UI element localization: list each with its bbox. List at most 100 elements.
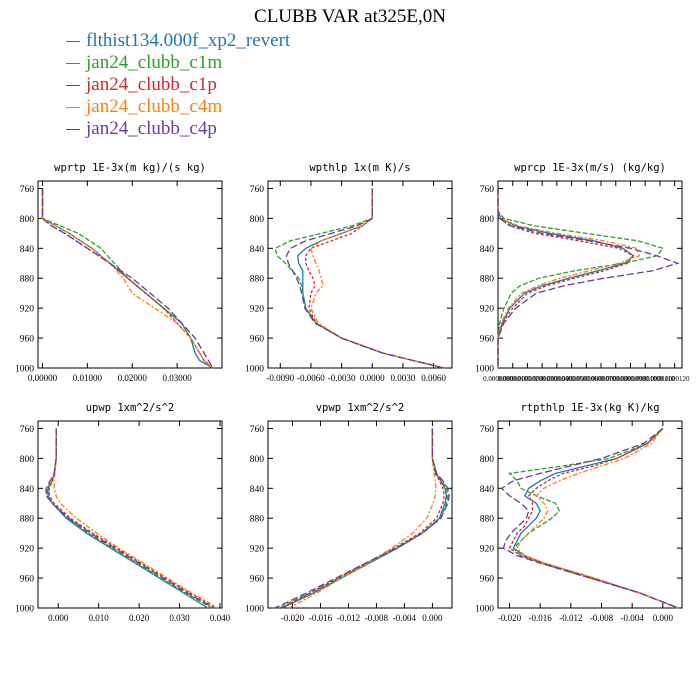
panel-5-xtick-label-3: -0.008 (590, 613, 614, 623)
panel-4-ytick-label-0: 760 (250, 425, 265, 435)
panel-1-ytick-label-1: 800 (250, 215, 265, 225)
panel-0-xtick-label-0: 0.00000 (28, 373, 58, 383)
panel-3-xtick-label-0: 0.000 (48, 613, 69, 623)
legend-label-1: jan24_clubb_c1m (86, 52, 223, 73)
panel-3-ytick-label-5: 960 (20, 575, 35, 585)
legend-entry-0: flthist134.000f_xp2_revert (66, 30, 290, 52)
panel-3-series-3 (53, 428, 219, 609)
panel-4-ytick-label-5: 960 (250, 575, 265, 585)
panel-2-xtick-label-8: 0.0000080 (601, 375, 631, 383)
panel-3-ytick-label-6: 1000 (15, 605, 34, 615)
panel-4-xtick-label-3: -0.008 (365, 613, 389, 623)
legend-label-3: jan24_clubb_c4m (86, 96, 223, 117)
panel-5-xtick-label-4: -0.004 (621, 613, 645, 623)
legend-swatch-0 (66, 40, 80, 42)
panel-3-title: upwp 1xm^2/s^2 (86, 402, 175, 414)
panel-5-series-4 (500, 427, 679, 609)
panel-2-ytick-label-6: 1000 (475, 365, 494, 375)
panel-1-series-1 (274, 188, 444, 369)
panel-2-ytick-label-5: 960 (480, 335, 495, 345)
panel-0-xtick-label-3: 0.03000 (162, 373, 192, 383)
panel-4-ytick-label-3: 880 (250, 515, 265, 525)
legend-entry-2: jan24_clubb_c1p (66, 74, 290, 96)
panel-1-title: wpthlp 1x(m K)/s (309, 162, 410, 174)
legend-entry-3: jan24_clubb_c4m (66, 96, 290, 118)
panel-5-ytick-label-3: 880 (480, 515, 495, 525)
panel-5-ytick-label-0: 760 (480, 425, 495, 435)
panel-2-xtick-label-2: 0.0000020 (513, 375, 543, 383)
panel-2-xtick-label-6: 0.0000060 (571, 375, 601, 383)
panel-0-ytick-label-1: 800 (20, 215, 35, 225)
panel-1-xtick-label-5: 0.0060 (421, 373, 446, 383)
panel-5-ytick-label-2: 840 (480, 485, 495, 495)
panel-1-series-3 (310, 188, 444, 369)
panel-4-series-1 (278, 428, 449, 609)
panel-1-series-2 (305, 188, 444, 369)
panel-2-series-1 (497, 188, 665, 368)
panel-1-xtick-label-0: -0.0090 (266, 373, 294, 383)
panel-1-ytick-label-5: 960 (250, 335, 265, 345)
panel-5-frame (497, 420, 683, 609)
legend-label-4: jan24_clubb_c4p (86, 118, 217, 139)
panel-4-series-4 (274, 428, 450, 609)
legend-label-2: jan24_clubb_c1p (86, 74, 217, 95)
panel-4-xtick-label-5: 0.000 (422, 613, 443, 623)
panel-5-series-1 (508, 428, 679, 609)
panel-2-xtick-label-3: 0.0000030 (527, 375, 557, 383)
legend-entry-1: jan24_clubb_c1m (66, 52, 290, 74)
panel-3-frame (37, 420, 223, 609)
legend-entry-4: jan24_clubb_c4p (66, 118, 290, 140)
panel-4-ytick-label-1: 800 (250, 455, 265, 465)
panel-3-ytick-label-0: 760 (20, 425, 35, 435)
panel-2-series-4 (497, 188, 680, 368)
panel-3-xtick-label-4: 0.040 (210, 613, 231, 623)
panel-3-series-4 (45, 428, 215, 609)
panel-0-xtick-label-2: 0.02000 (118, 373, 148, 383)
legend-swatch-4 (66, 128, 80, 130)
panel-0-ytick-label-3: 880 (20, 275, 35, 285)
panel-2-ytick-label-3: 880 (480, 275, 495, 285)
panel-1-series-0 (296, 188, 444, 369)
panel-3-series-2 (48, 428, 217, 609)
panel-3-xtick-label-1: 0.010 (89, 613, 110, 623)
panel-3-ytick-label-3: 880 (20, 515, 35, 525)
panel-5-series-0 (512, 428, 679, 609)
panel-2-xtick-label-10: 0.0000100 (630, 375, 660, 383)
panel-5-ytick-label-4: 920 (480, 545, 495, 555)
panel-5-series-3 (516, 428, 679, 609)
panel-0-series-4 (41, 188, 214, 369)
panel-4-ytick-label-4: 920 (250, 545, 265, 555)
panel-3-series-0 (47, 428, 209, 609)
panel-5-ytick-label-1: 800 (480, 455, 495, 465)
panel-4-series-0 (281, 428, 448, 609)
panel-5-title: rtpthlp 1E-3x(kg K)/kg (520, 402, 659, 414)
panel-2-xtick-label-5: 0.0000050 (557, 375, 587, 383)
panel-3-ytick-label-2: 840 (20, 485, 35, 495)
panel-4-xtick-label-4: -0.004 (393, 613, 417, 623)
panel-2-ytick-label-2: 840 (480, 245, 495, 255)
panel-0-series-1 (41, 188, 214, 369)
panel-4-series-2 (281, 428, 445, 609)
panel-2-frame (497, 180, 683, 369)
panel-2-title: wprcp 1E-3x(m/s) (kg/kg) (514, 162, 666, 174)
panel-2-xtick-label-4: 0.0000040 (542, 375, 572, 383)
panel-5-xtick-label-1: -0.016 (529, 613, 553, 623)
figure-title: CLUBB VAR at325E,0N (254, 6, 446, 27)
panel-3-ytick-label-1: 800 (20, 455, 35, 465)
panel-5-ytick-label-5: 960 (480, 575, 495, 585)
panel-5-xtick-label-0: -0.020 (498, 613, 522, 623)
panel-4-title: vpwp 1xm^2/s^2 (316, 402, 405, 414)
panel-1-series-4 (285, 188, 444, 369)
panel-5-xtick-label-5: 0.000 (653, 613, 674, 623)
panel-1-xtick-label-3: 0.0000 (360, 373, 385, 383)
panel-1-ytick-label-6: 1000 (245, 365, 264, 375)
panel-2-series-2 (497, 188, 635, 368)
panel-1-ytick-label-2: 840 (250, 245, 265, 255)
panel-2-xtick-label-9: 0.0000090 (616, 375, 646, 383)
panel-3-xtick-label-3: 0.030 (169, 613, 190, 623)
panel-5-series-2 (508, 428, 679, 609)
panel-5-ytick-label-6: 1000 (475, 605, 494, 615)
panel-4-series-3 (288, 428, 437, 609)
panel-2-xtick-label-7: 0.0000070 (586, 375, 616, 383)
panel-1-ytick-label-3: 880 (250, 275, 265, 285)
